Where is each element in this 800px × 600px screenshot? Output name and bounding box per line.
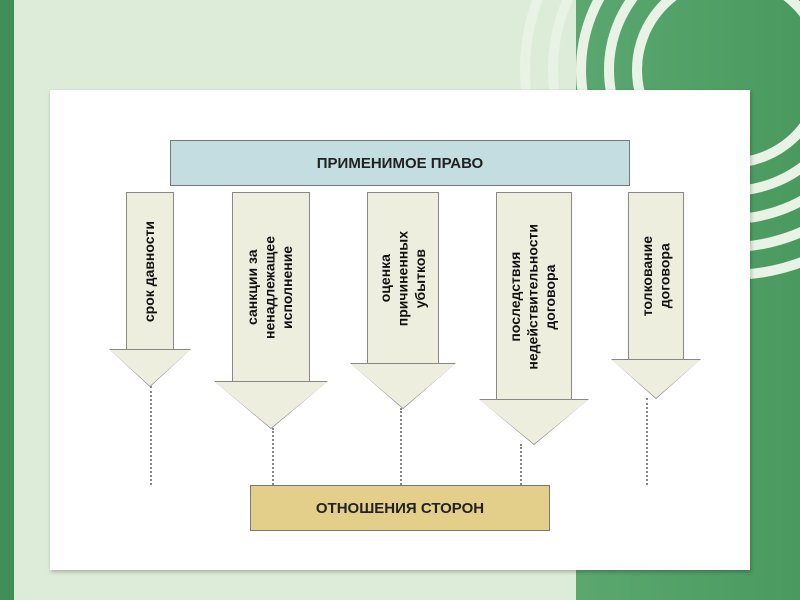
dotted-connector bbox=[646, 398, 648, 485]
arrow-head-wrap bbox=[215, 382, 327, 428]
arrow-label: толкование договора bbox=[639, 236, 674, 316]
arrow-shaft: санкции за ненадлежащее исполнение bbox=[232, 192, 310, 382]
left-accent-bar bbox=[0, 0, 14, 600]
arrow-shaft: последствия недействительности договора bbox=[496, 192, 572, 400]
dotted-connector bbox=[150, 386, 152, 485]
arrow-head-wrap bbox=[480, 400, 588, 444]
top-box: ПРИМЕНИМОЕ ПРАВО bbox=[170, 140, 630, 186]
down-arrow: санкции за ненадлежащее исполнение bbox=[215, 192, 327, 428]
down-arrow: срок давности bbox=[110, 192, 190, 386]
dotted-connector bbox=[520, 444, 522, 485]
down-arrow: оценка причиненных убытков bbox=[351, 192, 455, 408]
arrows-row: срок давности санкции за ненадлежащее исп… bbox=[110, 192, 700, 462]
arrow-shaft: оценка причиненных убытков bbox=[367, 192, 439, 364]
down-arrow: последствия недействительности договора bbox=[480, 192, 588, 444]
arrow-shaft: срок давности bbox=[126, 192, 174, 350]
arrow-label: последствия недействительности договора bbox=[507, 224, 560, 370]
arrow-shaft: толкование договора bbox=[628, 192, 684, 360]
down-arrow: толкование договора bbox=[612, 192, 700, 398]
dotted-connector bbox=[272, 428, 274, 485]
arrow-head-wrap bbox=[351, 364, 455, 408]
arrow-label: санкции за ненадлежащее исполнение bbox=[244, 236, 297, 339]
arrow-head-wrap bbox=[612, 360, 700, 398]
content-panel: ПРИМЕНИМОЕ ПРАВО срок давности санкции за… bbox=[50, 90, 750, 570]
arrow-label: оценка причиненных убытков bbox=[377, 231, 430, 326]
top-box-label: ПРИМЕНИМОЕ ПРАВО bbox=[317, 155, 483, 172]
arrow-head-wrap bbox=[110, 350, 190, 386]
bottom-box-label: ОТНОШЕНИЯ СТОРОН bbox=[316, 500, 484, 517]
arrow-label: срок давности bbox=[141, 221, 159, 322]
dotted-connector bbox=[400, 408, 402, 485]
bottom-box: ОТНОШЕНИЯ СТОРОН bbox=[250, 485, 550, 531]
